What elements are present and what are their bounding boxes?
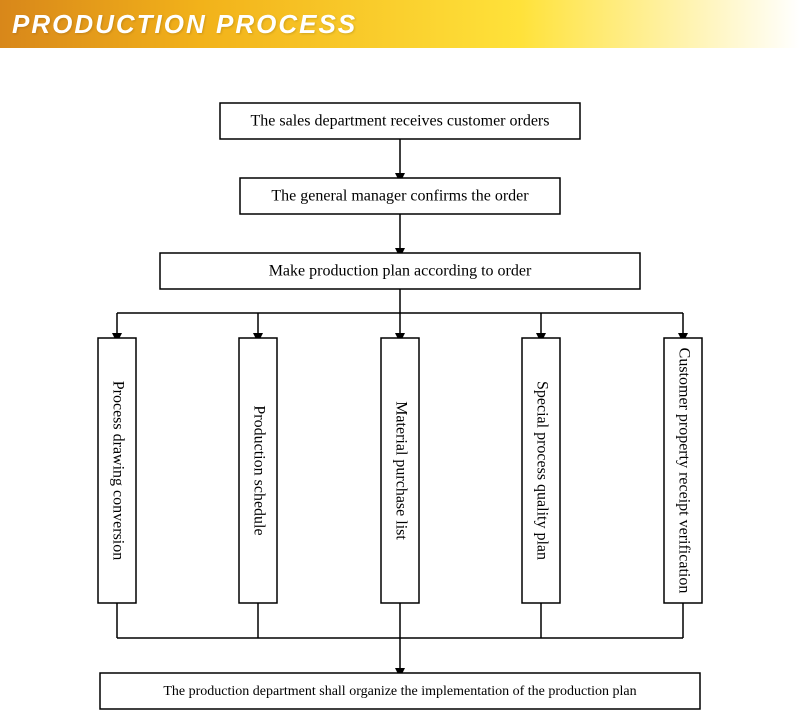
node-label-n4: The production department shall organize… — [163, 684, 636, 699]
header-bar: PRODUCTION PROCESS — [0, 0, 800, 48]
node-v4: Special process quality plan — [522, 338, 560, 603]
node-label-v1: Process drawing conversion — [109, 381, 126, 561]
node-label-v2: Production schedule — [250, 405, 267, 535]
node-v2: Production schedule — [239, 338, 277, 603]
node-v1: Process drawing conversion — [98, 338, 136, 603]
node-n4: The production department shall organize… — [100, 673, 700, 709]
node-label-n1: The sales department receives customer o… — [251, 113, 550, 130]
node-n3: Make production plan according to order — [160, 253, 640, 289]
node-label-v5: Customer property receipt verification — [675, 348, 692, 594]
node-label-v4: Special process quality plan — [533, 381, 550, 560]
header-title: PRODUCTION PROCESS — [12, 9, 357, 40]
node-label-n2: The general manager confirms the order — [271, 188, 529, 205]
node-v3: Material purchase list — [381, 338, 419, 603]
node-label-n3: Make production plan according to order — [269, 263, 532, 280]
node-n2: The general manager confirms the order — [240, 178, 560, 214]
node-n1: The sales department receives customer o… — [220, 103, 580, 139]
node-v5: Customer property receipt verification — [664, 338, 702, 603]
node-label-v3: Material purchase list — [392, 401, 409, 540]
flowchart-diagram: The sales department receives customer o… — [0, 48, 800, 719]
